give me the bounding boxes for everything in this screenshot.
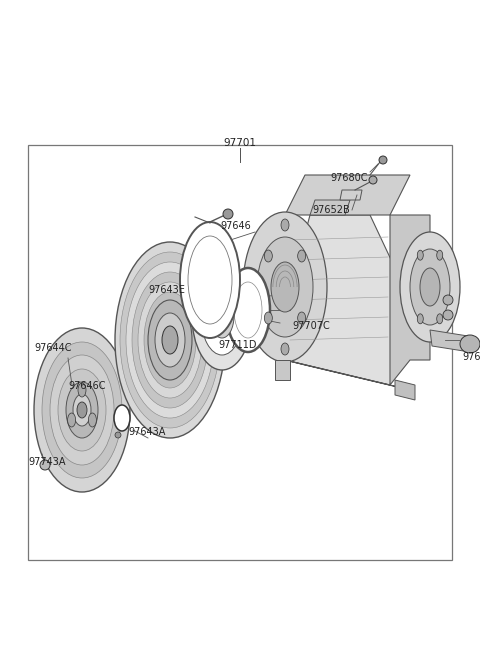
Ellipse shape <box>264 312 272 324</box>
Ellipse shape <box>420 268 440 306</box>
Ellipse shape <box>114 405 130 431</box>
Polygon shape <box>285 215 410 385</box>
Ellipse shape <box>201 277 243 355</box>
Ellipse shape <box>180 222 240 338</box>
Text: 97652B: 97652B <box>312 205 350 215</box>
Ellipse shape <box>223 209 233 219</box>
Ellipse shape <box>50 355 114 465</box>
Text: 97643E: 97643E <box>148 285 185 295</box>
Ellipse shape <box>126 262 214 418</box>
Ellipse shape <box>88 413 96 427</box>
Polygon shape <box>285 360 410 390</box>
Text: 97674F: 97674F <box>462 352 480 362</box>
Ellipse shape <box>257 237 313 337</box>
Ellipse shape <box>264 250 272 262</box>
Ellipse shape <box>78 383 86 397</box>
Ellipse shape <box>460 335 480 353</box>
Ellipse shape <box>68 413 76 427</box>
Ellipse shape <box>42 342 122 478</box>
Ellipse shape <box>437 250 443 260</box>
Text: 97707C: 97707C <box>292 321 330 331</box>
Ellipse shape <box>271 262 299 312</box>
Text: 97711D: 97711D <box>218 340 256 350</box>
Ellipse shape <box>115 242 225 438</box>
Text: 97646: 97646 <box>220 221 251 231</box>
Ellipse shape <box>298 312 306 324</box>
Ellipse shape <box>138 282 202 398</box>
Text: 97701: 97701 <box>224 138 256 148</box>
Polygon shape <box>395 380 415 400</box>
Ellipse shape <box>410 249 450 325</box>
Ellipse shape <box>417 314 423 324</box>
Ellipse shape <box>281 219 289 231</box>
Ellipse shape <box>443 310 453 320</box>
Ellipse shape <box>234 282 262 338</box>
Text: 97680C: 97680C <box>330 173 368 183</box>
Ellipse shape <box>40 460 50 470</box>
Polygon shape <box>285 175 410 215</box>
Polygon shape <box>275 360 290 380</box>
Ellipse shape <box>281 343 289 355</box>
Text: 97643A: 97643A <box>128 427 166 437</box>
Ellipse shape <box>226 268 270 352</box>
Ellipse shape <box>58 369 106 451</box>
Text: 97644C: 97644C <box>34 343 72 353</box>
Ellipse shape <box>417 250 423 260</box>
Text: 97743A: 97743A <box>28 457 65 467</box>
Ellipse shape <box>437 314 443 324</box>
Ellipse shape <box>115 432 121 438</box>
Ellipse shape <box>34 328 130 492</box>
Text: 97646C: 97646C <box>68 381 106 391</box>
Ellipse shape <box>298 250 306 262</box>
Ellipse shape <box>210 294 234 338</box>
Ellipse shape <box>369 176 377 184</box>
Bar <box>28 145 452 560</box>
Ellipse shape <box>120 252 220 428</box>
Ellipse shape <box>443 295 453 305</box>
Ellipse shape <box>73 394 91 426</box>
Polygon shape <box>310 200 350 215</box>
Polygon shape <box>430 330 470 352</box>
Ellipse shape <box>379 156 387 164</box>
Ellipse shape <box>66 382 98 438</box>
Ellipse shape <box>400 232 460 342</box>
Ellipse shape <box>132 272 208 408</box>
Ellipse shape <box>192 262 252 370</box>
Polygon shape <box>390 215 430 385</box>
Polygon shape <box>340 190 362 200</box>
Ellipse shape <box>243 212 327 362</box>
Ellipse shape <box>77 402 87 418</box>
Ellipse shape <box>155 313 185 367</box>
Ellipse shape <box>188 236 232 324</box>
Ellipse shape <box>144 292 196 388</box>
Ellipse shape <box>162 326 178 354</box>
Ellipse shape <box>148 300 192 380</box>
